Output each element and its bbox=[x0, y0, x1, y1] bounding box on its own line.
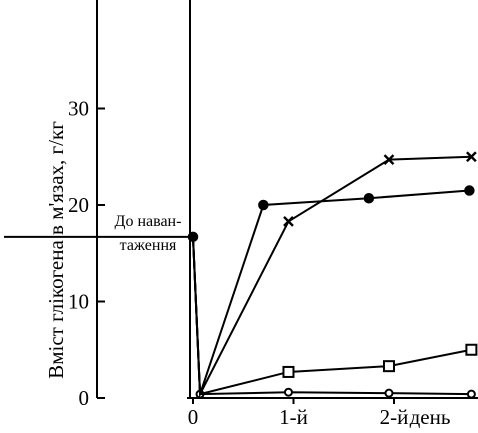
annotation-line-2: таження bbox=[120, 237, 177, 254]
y-tick-label: 10 bbox=[68, 290, 89, 314]
x-ticks: 01-й2-й3-й bbox=[188, 398, 409, 429]
series-4-marker bbox=[384, 388, 394, 398]
cross-stroke bbox=[383, 154, 395, 165]
x-tick-label: 0 bbox=[188, 405, 199, 429]
series-3-marker bbox=[382, 360, 395, 373]
series-2-marker bbox=[283, 216, 294, 227]
series-3-marker bbox=[465, 343, 478, 356]
series-1-line bbox=[192, 189, 470, 395]
x-tick-label: 1-й bbox=[279, 405, 308, 429]
x-axis-unit-label: день bbox=[410, 405, 451, 429]
annotation-line-1: До наван- bbox=[115, 213, 182, 230]
cross-stroke bbox=[466, 151, 477, 163]
series-3-line bbox=[192, 236, 472, 396]
series-3: 3 bbox=[192, 236, 478, 396]
y-ticks: 0 10 20 30 bbox=[68, 97, 105, 410]
series-1-marker bbox=[363, 192, 375, 204]
series-2-marker bbox=[383, 154, 395, 165]
cross-stroke bbox=[283, 216, 294, 227]
series-4-line bbox=[192, 236, 472, 396]
y-tick-label: 0 bbox=[79, 386, 90, 410]
series-4-marker bbox=[466, 389, 476, 399]
series-1-marker bbox=[464, 185, 475, 196]
series-3-marker bbox=[282, 365, 295, 378]
x-tick-label: 2-й bbox=[380, 405, 409, 429]
axes bbox=[4, 0, 478, 399]
series-1-marker bbox=[258, 199, 269, 211]
series-1: 1 bbox=[187, 185, 475, 399]
y-tick-label: 30 bbox=[68, 97, 89, 121]
y-axis-label: Вміст глікогена в м'язах, г/кг bbox=[44, 121, 68, 379]
series-4: 4 bbox=[192, 236, 476, 399]
series-group: 1234 bbox=[187, 151, 478, 399]
series-4-marker bbox=[283, 387, 293, 397]
y-tick-label: 20 bbox=[68, 193, 89, 217]
series-2-marker bbox=[466, 151, 477, 163]
